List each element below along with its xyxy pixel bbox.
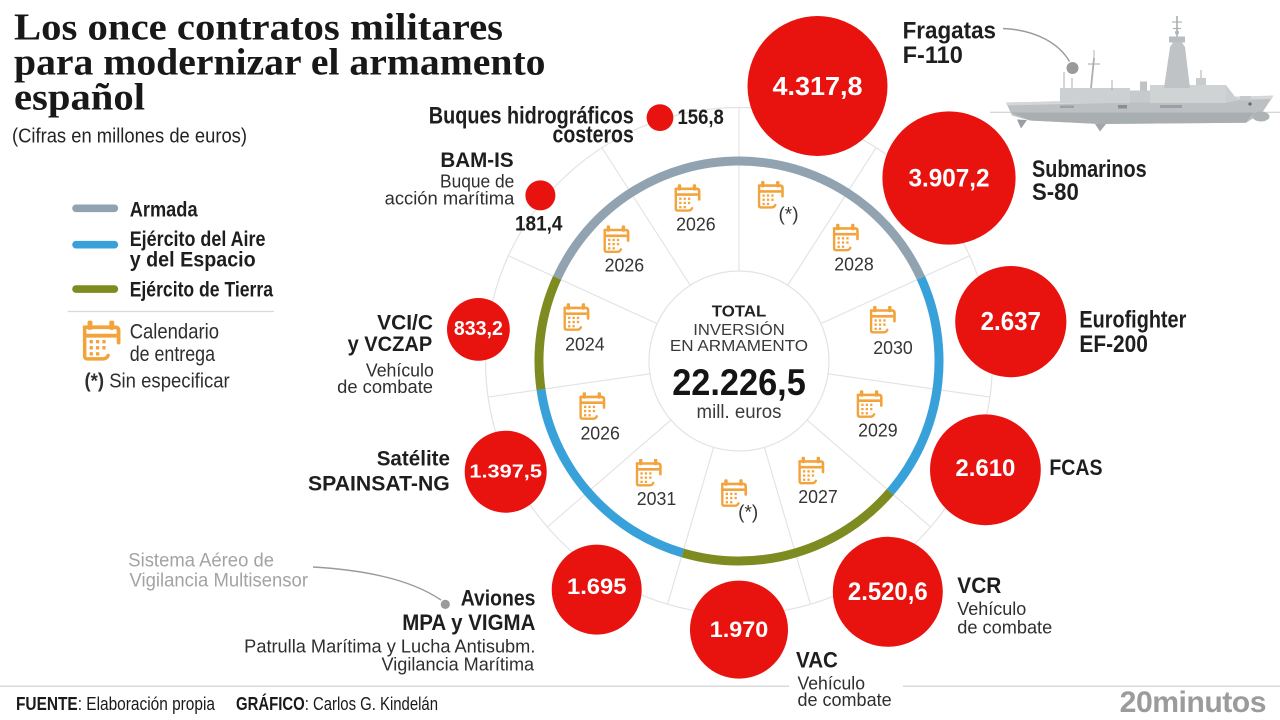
svg-text:Los once contratos militares: Los once contratos militares	[14, 7, 503, 49]
svg-text:VCI/C: VCI/C	[377, 311, 433, 334]
svg-text:Fragatas: Fragatas	[903, 18, 996, 45]
svg-text:Satélite: Satélite	[377, 448, 450, 471]
svg-text:2031: 2031	[637, 489, 677, 509]
svg-text:2026: 2026	[580, 424, 620, 444]
svg-text:Vigilancia Multisensor: Vigilancia Multisensor	[130, 570, 309, 592]
svg-text:TOTAL: TOTAL	[712, 304, 767, 321]
svg-text:Ejército del Aire: Ejército del Aire	[130, 227, 266, 251]
svg-text:4.317,8: 4.317,8	[773, 71, 863, 101]
svg-text:156,8: 156,8	[678, 106, 725, 129]
svg-text:para modernizar el armamento: para modernizar el armamento	[14, 42, 546, 84]
svg-text:Sistema Aéreo de: Sistema Aéreo de	[128, 550, 274, 572]
svg-text:EN ARMAMENTO: EN ARMAMENTO	[670, 338, 808, 355]
svg-text:2026: 2026	[676, 215, 716, 235]
svg-text:y VCZAP: y VCZAP	[348, 333, 433, 356]
svg-text:2028: 2028	[834, 254, 874, 274]
svg-text:de combate: de combate	[337, 377, 433, 397]
svg-text:1.970: 1.970	[710, 617, 768, 642]
svg-text:VCR: VCR	[957, 573, 1001, 598]
svg-text:de entrega: de entrega	[130, 343, 216, 366]
svg-text:(*): (*)	[778, 204, 798, 225]
svg-text:INVERSIÓN: INVERSIÓN	[693, 322, 785, 339]
svg-text:BAM-IS: BAM-IS	[440, 149, 513, 172]
svg-text:2026: 2026	[605, 255, 645, 275]
svg-text:22.226,5: 22.226,5	[672, 362, 806, 403]
svg-text:acción marítima: acción marítima	[385, 189, 516, 209]
svg-text:2027: 2027	[798, 487, 838, 507]
svg-text:Armada: Armada	[130, 197, 199, 221]
svg-text:2029: 2029	[858, 421, 898, 441]
svg-text:Buque de: Buque de	[440, 172, 514, 192]
svg-text:Vehículo: Vehículo	[798, 673, 866, 693]
svg-text:Aviones: Aviones	[461, 586, 536, 611]
svg-text:costeros: costeros	[553, 122, 634, 149]
svg-text:(Cifras en millones de euros): (Cifras en millones de euros)	[12, 125, 247, 148]
svg-text:2.610: 2.610	[955, 455, 1015, 482]
svg-text:FCAS: FCAS	[1049, 455, 1102, 480]
svg-text:(*): (*)	[738, 503, 758, 524]
svg-text:Buques hidrográficos: Buques hidrográficos	[429, 102, 634, 129]
svg-text:2.637: 2.637	[981, 306, 1041, 336]
svg-text:y del Espacio: y del Espacio	[130, 248, 256, 272]
svg-text:(*) Sin especificar: (*) Sin especificar	[85, 371, 231, 393]
svg-text:MPA y VIGMA: MPA y VIGMA	[402, 610, 535, 635]
svg-text:1.397,5: 1.397,5	[469, 461, 542, 482]
svg-text:1.695: 1.695	[567, 574, 626, 599]
svg-text:833,2: 833,2	[454, 318, 503, 340]
svg-text:2030: 2030	[873, 338, 913, 358]
svg-text:GRÁFICO: Carlos G. Kindelán: GRÁFICO: Carlos G. Kindelán	[236, 693, 438, 714]
svg-text:S-80: S-80	[1032, 179, 1079, 206]
svg-text:de combate: de combate	[957, 618, 1052, 638]
svg-text:SPAINSAT-NG: SPAINSAT-NG	[308, 472, 450, 495]
svg-text:EF-200: EF-200	[1079, 331, 1148, 358]
svg-text:Calendario: Calendario	[130, 320, 219, 343]
svg-text:VAC: VAC	[796, 648, 838, 673]
svg-text:20minutos: 20minutos	[1120, 686, 1266, 719]
svg-text:Patrulla Marítima y Lucha Anti: Patrulla Marítima y Lucha Antisubm.	[244, 637, 535, 657]
svg-text:Vigilancia Marítima: Vigilancia Marítima	[382, 655, 536, 675]
svg-text:3.907,2: 3.907,2	[909, 164, 990, 192]
svg-text:Eurofighter: Eurofighter	[1079, 307, 1186, 334]
svg-text:de combate: de combate	[798, 690, 892, 710]
svg-text:FUENTE: Elaboración propia: FUENTE: Elaboración propia	[16, 694, 216, 714]
svg-text:2024: 2024	[565, 334, 605, 354]
svg-text:181,4: 181,4	[515, 213, 563, 236]
svg-text:Ejército de Tierra: Ejército de Tierra	[130, 277, 274, 301]
svg-text:mill. euros: mill. euros	[697, 402, 782, 423]
svg-text:español: español	[14, 77, 145, 119]
svg-text:Vehículo: Vehículo	[366, 361, 434, 381]
svg-text:2.520,6: 2.520,6	[848, 578, 928, 606]
svg-text:Submarinos: Submarinos	[1032, 156, 1147, 183]
svg-text:Vehículo: Vehículo	[957, 599, 1026, 619]
svg-text:F-110: F-110	[903, 42, 963, 69]
